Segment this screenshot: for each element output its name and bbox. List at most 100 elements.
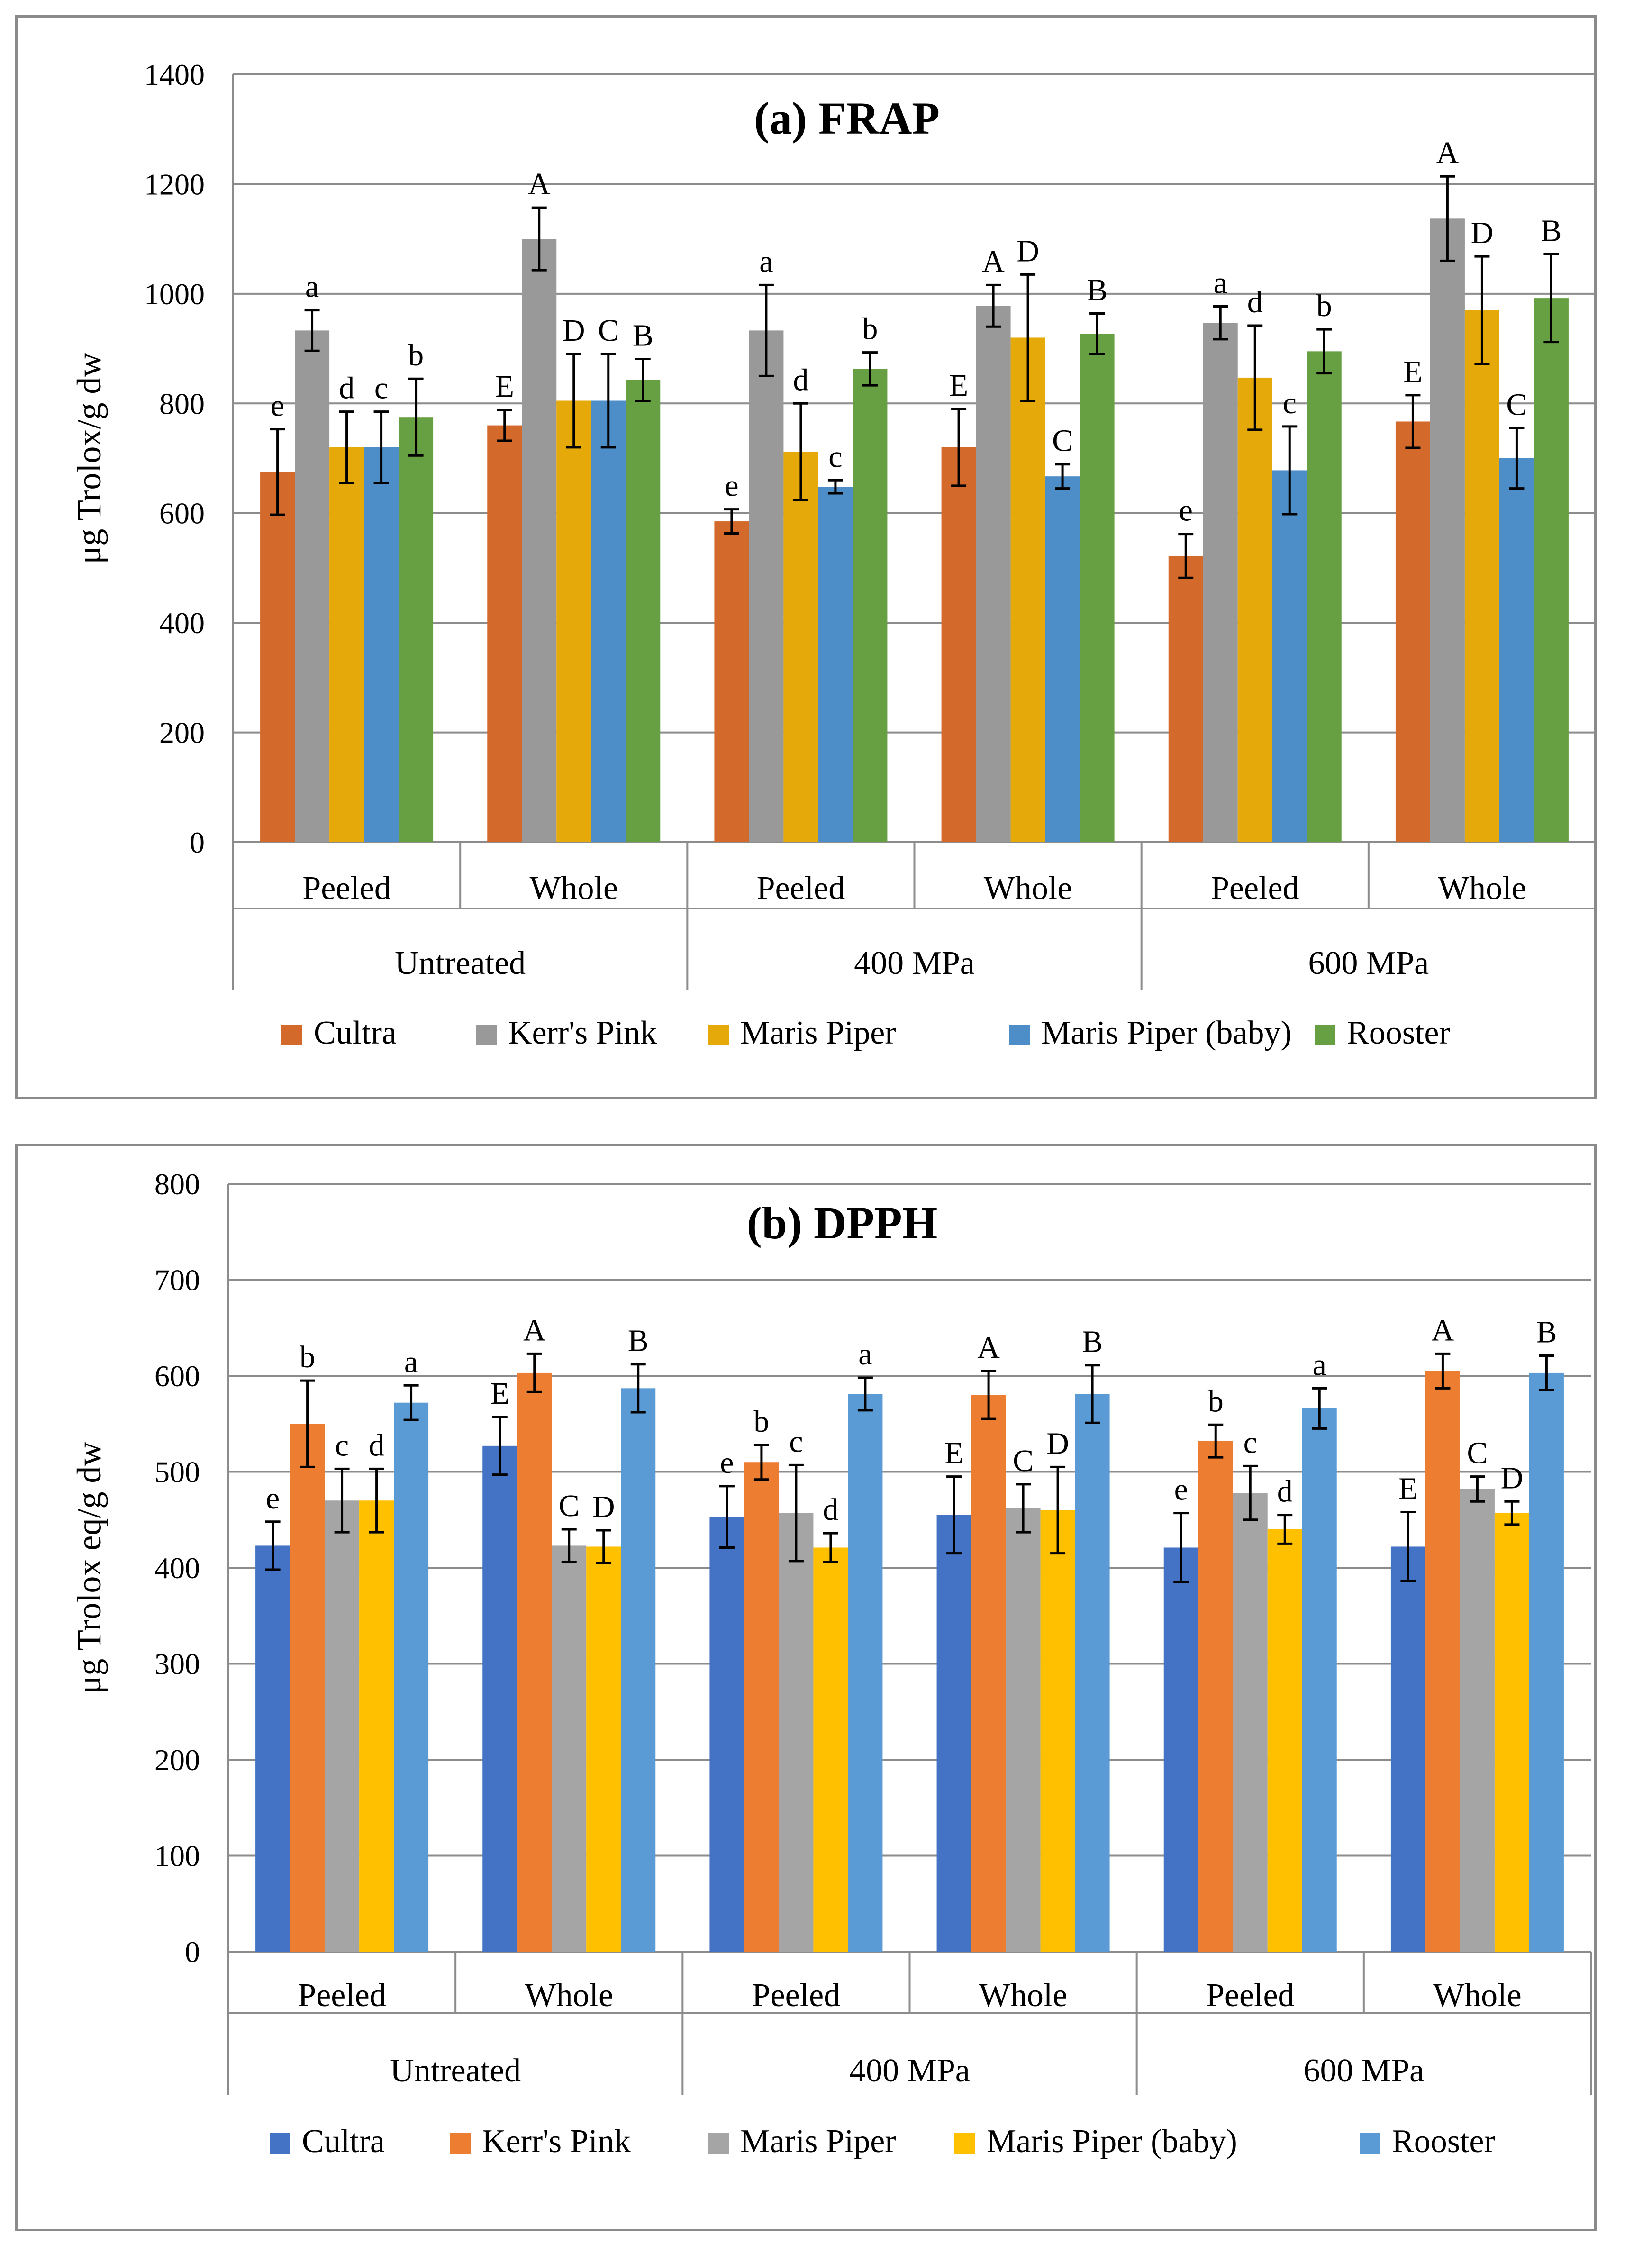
bar (1198, 1441, 1233, 1952)
y-tick-label: 300 (154, 1647, 200, 1681)
significance-letter: A (1436, 136, 1459, 170)
bar (1499, 458, 1534, 842)
group-label: 400 MPa (854, 945, 975, 981)
bar (1237, 377, 1272, 842)
significance-letter: d (1277, 1474, 1293, 1509)
legend-swatch (270, 2133, 290, 2154)
group-label: 600 MPa (1308, 945, 1429, 981)
y-tick-label: 500 (154, 1455, 200, 1489)
significance-letter: D (1017, 234, 1039, 268)
bar (1163, 1547, 1198, 1952)
y-tick-label: 0 (190, 826, 205, 859)
significance-letter: e (266, 1481, 280, 1516)
legend-label: Cultra (314, 1015, 397, 1051)
legend-swatch (476, 1025, 497, 1045)
significance-letter: D (563, 313, 585, 348)
group-label: Untreated (395, 945, 526, 981)
bar (1080, 334, 1115, 842)
bar (783, 452, 818, 842)
significance-letter: B (633, 318, 654, 353)
category-label: Whole (529, 870, 618, 907)
bar (1529, 1372, 1564, 1952)
bar (591, 400, 626, 842)
bar (936, 1515, 971, 1952)
bar (522, 239, 557, 843)
bar (399, 417, 434, 842)
bar (255, 1545, 290, 1952)
category-label: Whole (1438, 870, 1526, 907)
bar (976, 306, 1011, 843)
significance-letter: e (720, 1445, 734, 1480)
bar (1302, 1408, 1337, 1952)
bar (1307, 351, 1342, 842)
significance-letter: D (1471, 216, 1494, 250)
y-tick-label: 200 (154, 1743, 200, 1777)
significance-letter: e (725, 469, 738, 503)
bar (394, 1402, 429, 1952)
group-label: 600 MPa (1303, 2053, 1424, 2089)
bar (325, 1500, 360, 1952)
bar (971, 1395, 1006, 1952)
legend-label: Cultra (302, 2123, 385, 2160)
significance-letter: E (495, 369, 514, 404)
category-label: Peeled (298, 1977, 386, 2014)
y-tick-label: 400 (159, 606, 205, 640)
frap-chart: 0 200 400 600 800 1000 1200 1400 (a) FRAP μg Trol… (70, 58, 1594, 1051)
bar (1460, 1489, 1495, 1952)
significance-letter: d (793, 363, 808, 397)
group-label: Untreated (390, 2053, 521, 2089)
legend-label: Rooster (1347, 1015, 1450, 1051)
category-label: Whole (984, 870, 1072, 907)
bar (364, 447, 399, 842)
bar (813, 1547, 848, 1952)
y-tick-label: 400 (154, 1551, 200, 1585)
y-tick-label: 1000 (144, 277, 205, 311)
bar (482, 1445, 517, 1952)
bar (1168, 555, 1203, 842)
dpph-chart-panel: 0 100 200 300 400 500 600 700 800 (b) DPPH μg Trol… (15, 1144, 1597, 2231)
significance-letter: a (1214, 265, 1227, 300)
bar (1233, 1493, 1268, 1952)
significance-letter: B (1541, 214, 1561, 248)
significance-letter: D (1046, 1426, 1069, 1461)
frap-chart-panel: 0 200 400 600 800 1000 1200 1400 (a) FRAP μg Trol… (15, 15, 1597, 1099)
significance-letter: A (528, 167, 551, 201)
significance-letter: b (753, 1404, 769, 1439)
significance-letter: c (1283, 386, 1297, 420)
legend-swatch (1360, 2133, 1380, 2154)
significance-letter: a (858, 1337, 872, 1372)
significance-letter: d (823, 1492, 838, 1527)
significance-letter: d (369, 1428, 384, 1463)
bar (714, 521, 749, 842)
bar (621, 1388, 656, 1952)
bar (853, 369, 888, 842)
bar (744, 1462, 779, 1952)
y-tick-label: 1400 (144, 58, 205, 91)
category-label: Peeled (1211, 870, 1299, 907)
bar (1494, 1513, 1529, 1952)
bar (1430, 218, 1465, 842)
y-tick-label: 100 (154, 1839, 200, 1873)
legend-swatch (281, 1025, 302, 1045)
bar (556, 400, 591, 842)
bar (329, 447, 364, 842)
legend-swatch (450, 2133, 471, 2154)
bar (295, 330, 330, 842)
y-tick-label: 700 (154, 1263, 200, 1297)
bar (1040, 1510, 1075, 1952)
legend-swatch (954, 2133, 975, 2154)
bar (626, 380, 661, 842)
bar (1534, 298, 1569, 842)
significance-letter: e (1174, 1472, 1188, 1507)
bar (1045, 476, 1080, 842)
y-axis-label: μg Trolox eq/g dw (70, 1442, 108, 1694)
bar (290, 1424, 325, 1952)
y-tick-label: 1200 (144, 167, 205, 201)
significance-letter: A (982, 244, 1005, 279)
bar (260, 472, 295, 842)
significance-letter: A (1432, 1313, 1454, 1347)
category-label: Peeled (757, 870, 845, 907)
significance-letter: a (1313, 1347, 1326, 1382)
bar (1006, 1508, 1041, 1952)
bar (1267, 1529, 1302, 1952)
